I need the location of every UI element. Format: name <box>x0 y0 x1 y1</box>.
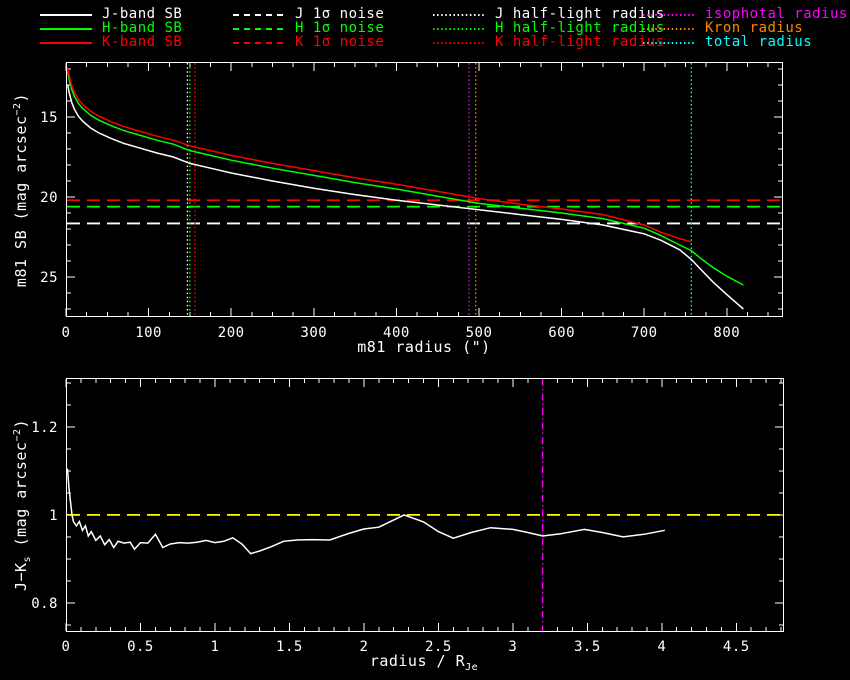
x-tick-label: 300 <box>300 325 327 341</box>
x-tick-label: 3.5 <box>574 639 601 655</box>
series-j-band-sb <box>66 84 744 310</box>
x-tick-label: 1.5 <box>276 639 303 655</box>
legend-entry-isophotal-radius: isophotal radius <box>643 7 848 22</box>
solid-line-sample-icon <box>40 41 92 44</box>
dotted-line-sample-icon <box>643 41 695 44</box>
dashed-line-sample-icon <box>233 13 285 16</box>
x-tick-label: 2 <box>359 639 368 655</box>
legend-label: K 1σ noise <box>295 34 385 50</box>
series-j-ks-color <box>66 468 665 555</box>
legend-entry-h-1-noise: H 1σ noise <box>233 21 384 36</box>
x-tick-label: 600 <box>548 325 575 341</box>
legend-label: H-band SB <box>102 20 183 36</box>
legend: J-band SB H-band SB K-band SB J 1σ noise H 1… <box>0 0 850 56</box>
legend-entry-h-half-light-radius: H half-light radius <box>433 21 665 36</box>
dotted-line-sample-icon <box>643 13 695 16</box>
legend-entry-h-band-sb: H-band SB <box>40 21 182 36</box>
dotted-line-sample-icon <box>433 13 485 16</box>
x-tick-label: 400 <box>383 325 410 341</box>
legend-entry-j-half-light-radius: J half-light radius <box>433 7 665 22</box>
x-tick-label: 2.5 <box>425 639 452 655</box>
top-yaxis-label: m81 SB (mag arcsec−2) <box>12 93 30 287</box>
x-tick-label: 0.5 <box>127 639 154 655</box>
x-tick-label: 3 <box>508 639 517 655</box>
legend-label: H half-light radius <box>495 20 665 36</box>
legend-label: K-band SB <box>102 34 183 50</box>
axes <box>65 378 784 632</box>
legend-label: Kron radius <box>705 20 804 36</box>
legend-entry-kron-radius: Kron radius <box>643 21 803 36</box>
x-tick-label: 200 <box>218 325 245 341</box>
y-tick-label: 20 <box>40 190 58 206</box>
dotted-line-sample-icon <box>433 27 485 30</box>
series-h-band-sb <box>66 71 744 286</box>
x-tick-label: 0 <box>62 639 71 655</box>
dashed-line-sample-icon <box>233 27 285 30</box>
x-tick-label: 4.5 <box>723 639 750 655</box>
bottom-xaxis-label: radius / RJe <box>370 652 478 673</box>
y-tick-label: 25 <box>40 270 58 286</box>
legend-label: J 1σ noise <box>295 6 385 22</box>
axes <box>65 62 783 317</box>
legend-entry-j-1-noise: J 1σ noise <box>233 7 384 22</box>
legend-label: isophotal radius <box>705 6 848 22</box>
legend-entry-k-band-sb: K-band SB <box>40 35 182 50</box>
x-tick-label: 1 <box>210 639 219 655</box>
dashed-line-sample-icon <box>233 41 285 44</box>
y-tick-label: 0.8 <box>31 596 58 612</box>
y-tick-label: 1.2 <box>31 420 58 436</box>
solid-line-sample-icon <box>40 27 92 30</box>
legend-entry-k-1-noise: K 1σ noise <box>233 35 384 50</box>
x-tick-label: 4 <box>657 639 666 655</box>
color-profile-chart: 0 0.5 1 1.5 2 2.5 3 3.5 4 4.5 0.8 1 1.2 <box>31 378 784 655</box>
x-tick-label: 500 <box>466 325 493 341</box>
solid-line-sample-icon <box>40 13 92 16</box>
x-tick-label: 700 <box>631 325 658 341</box>
top-xaxis-label: m81 radius (") <box>357 338 490 356</box>
legend-entry-total-radius: total radius <box>643 35 812 50</box>
x-tick-label: 0 <box>62 325 71 341</box>
x-tick-label: 100 <box>135 325 162 341</box>
dotted-line-sample-icon <box>643 27 695 30</box>
y-tick-label: 15 <box>40 110 58 126</box>
bottom-yaxis-label: J−Ks (mag arcsec−2) <box>12 419 33 591</box>
legend-label: K half-light radius <box>495 34 665 50</box>
legend-entry-k-half-light-radius: K half-light radius <box>433 35 665 50</box>
legend-label: J-band SB <box>102 6 183 22</box>
y-tick-label: 1 <box>49 508 58 524</box>
dotted-line-sample-icon <box>433 41 485 44</box>
sb-profile-chart: 0 100 200 300 400 500 600 700 800 15 20 25 <box>40 62 783 341</box>
legend-label: H 1σ noise <box>295 20 385 36</box>
x-tick-label: 800 <box>713 325 740 341</box>
legend-label: J half-light radius <box>495 6 665 22</box>
series-k-band-sb <box>66 67 692 243</box>
legend-label: total radius <box>705 34 813 50</box>
legend-entry-j-band-sb: J-band SB <box>40 7 182 22</box>
